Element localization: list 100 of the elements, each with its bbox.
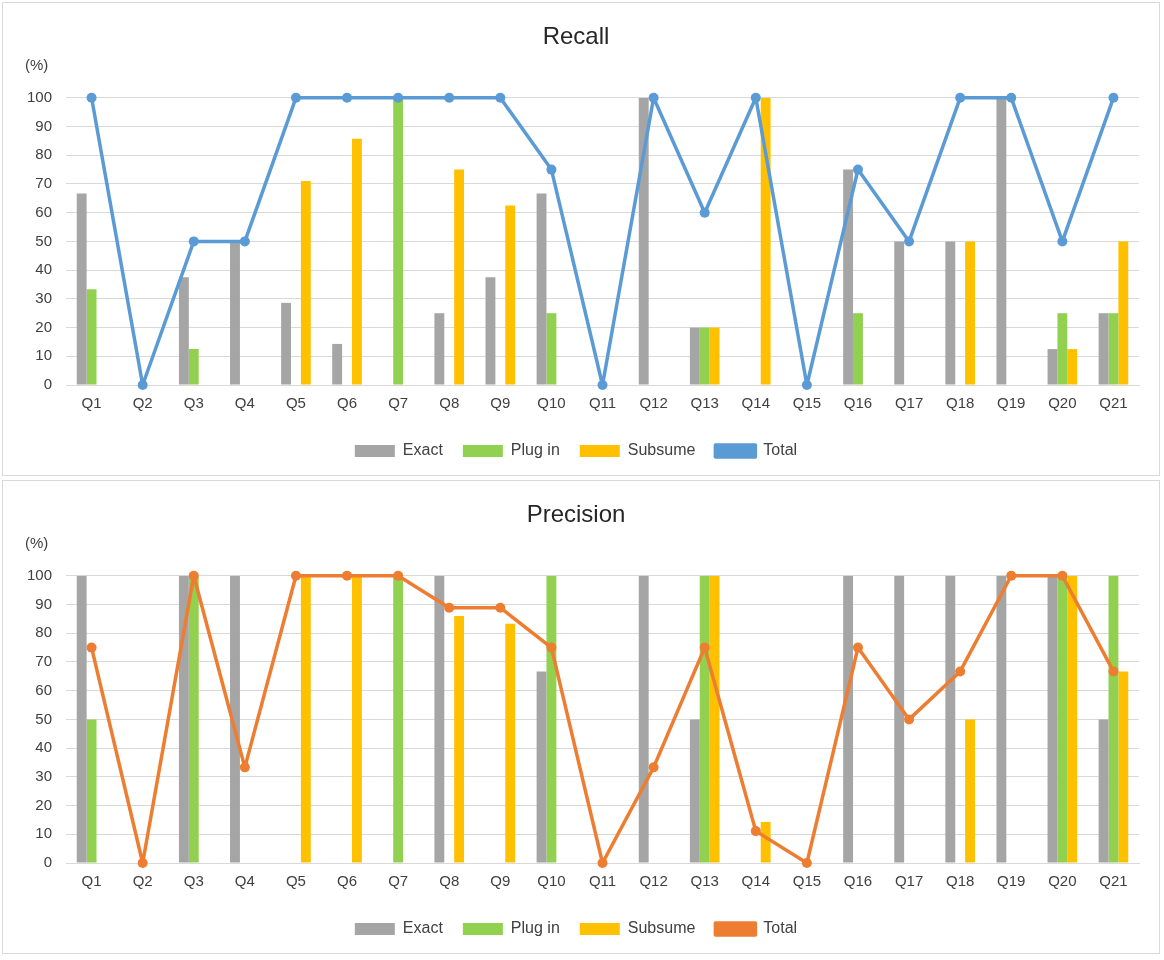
x-tick-label: Q12 bbox=[639, 394, 668, 412]
x-tick-label: Q20 bbox=[1048, 394, 1077, 412]
x-tick-label: Q14 bbox=[741, 872, 770, 890]
point bbox=[444, 92, 455, 103]
y-tick-label: 10 bbox=[35, 824, 53, 842]
bar bbox=[76, 193, 87, 385]
bar bbox=[1057, 313, 1068, 385]
bar bbox=[86, 289, 97, 385]
point bbox=[801, 380, 812, 390]
point bbox=[1108, 666, 1119, 677]
x-tick-label: Q9 bbox=[490, 394, 511, 412]
y-axis-title: (%) bbox=[25, 55, 49, 73]
x-tick-label: Q19 bbox=[997, 394, 1026, 412]
bar bbox=[894, 575, 905, 863]
point bbox=[239, 762, 250, 773]
x-tick-label: Q21 bbox=[1099, 872, 1128, 890]
point bbox=[137, 380, 148, 390]
x-tick-label: Q18 bbox=[945, 872, 975, 890]
x-tick-label: Q6 bbox=[337, 394, 358, 412]
bar bbox=[965, 719, 975, 863]
legend-label: Subsume bbox=[627, 919, 696, 937]
bar bbox=[188, 349, 199, 385]
point bbox=[904, 714, 915, 725]
bar bbox=[853, 313, 863, 385]
x-tick-label: Q4 bbox=[234, 872, 255, 890]
point bbox=[137, 858, 148, 868]
y-tick-label: 90 bbox=[35, 594, 53, 612]
y-tick-label: 80 bbox=[35, 145, 53, 163]
y-tick-label: 50 bbox=[35, 709, 53, 727]
bar bbox=[1047, 349, 1058, 385]
bar bbox=[1047, 575, 1058, 863]
point bbox=[597, 858, 608, 868]
legend-label: Total bbox=[763, 919, 798, 937]
point bbox=[1057, 236, 1068, 247]
x-tick-label: Q12 bbox=[639, 872, 668, 890]
x-tick-label: Q4 bbox=[234, 394, 255, 412]
point bbox=[188, 236, 199, 247]
chart-title: Precision bbox=[526, 500, 626, 528]
point bbox=[801, 858, 812, 868]
bar bbox=[393, 97, 404, 385]
y-tick-label: 50 bbox=[35, 231, 53, 249]
bar bbox=[965, 241, 975, 385]
point bbox=[852, 642, 863, 653]
bar bbox=[945, 241, 956, 385]
point bbox=[1006, 570, 1017, 581]
x-tick-label: Q2 bbox=[132, 394, 153, 412]
x-tick-label: Q16 bbox=[843, 872, 873, 890]
bar bbox=[1108, 313, 1119, 385]
bar bbox=[230, 575, 240, 863]
point bbox=[239, 236, 250, 247]
bar bbox=[1067, 349, 1078, 385]
bar bbox=[434, 575, 445, 863]
point bbox=[86, 92, 97, 103]
bar bbox=[638, 97, 649, 385]
point bbox=[955, 666, 966, 677]
bar bbox=[699, 327, 710, 385]
point bbox=[342, 570, 353, 581]
x-tick-label: Q21 bbox=[1099, 394, 1128, 412]
bar bbox=[1098, 313, 1109, 385]
bar bbox=[351, 138, 362, 385]
bar bbox=[332, 343, 343, 385]
point bbox=[86, 642, 97, 653]
y-axis-title: (%) bbox=[25, 533, 49, 551]
x-tick-label: Q10 bbox=[537, 394, 566, 412]
point bbox=[648, 762, 659, 773]
x-tick-label: Q7 bbox=[388, 394, 409, 412]
bar bbox=[86, 719, 97, 863]
point bbox=[904, 236, 915, 247]
point bbox=[393, 570, 404, 581]
x-tick-label: Q11 bbox=[588, 394, 617, 412]
x-tick-label: Q13 bbox=[690, 394, 719, 412]
y-tick-label: 100 bbox=[27, 565, 53, 583]
bar bbox=[546, 313, 557, 385]
bar bbox=[638, 575, 649, 863]
x-tick-label: Q2 bbox=[132, 872, 153, 890]
x-tick-label: Q17 bbox=[894, 394, 924, 412]
bar bbox=[178, 277, 189, 385]
x-tick-label: Q5 bbox=[285, 394, 306, 412]
bar bbox=[760, 97, 771, 385]
bar bbox=[281, 302, 292, 385]
point bbox=[699, 207, 710, 218]
y-tick-label: 0 bbox=[43, 853, 53, 871]
bar bbox=[546, 575, 557, 863]
x-tick-label: Q15 bbox=[792, 872, 822, 890]
bar bbox=[536, 671, 547, 863]
y-tick-label: 20 bbox=[35, 317, 53, 335]
x-tick-label: Q13 bbox=[690, 872, 719, 890]
bar bbox=[689, 719, 700, 863]
x-tick-label: Q5 bbox=[285, 872, 306, 890]
bar bbox=[1118, 241, 1129, 385]
bar bbox=[843, 169, 854, 385]
bar bbox=[351, 575, 362, 863]
y-tick-label: 30 bbox=[35, 288, 53, 306]
point bbox=[495, 602, 506, 613]
bar bbox=[454, 616, 465, 863]
point bbox=[597, 380, 608, 390]
point bbox=[852, 164, 863, 175]
legend-label: Exact bbox=[402, 919, 444, 937]
y-tick-label: 60 bbox=[35, 680, 53, 698]
bar bbox=[996, 575, 1007, 863]
